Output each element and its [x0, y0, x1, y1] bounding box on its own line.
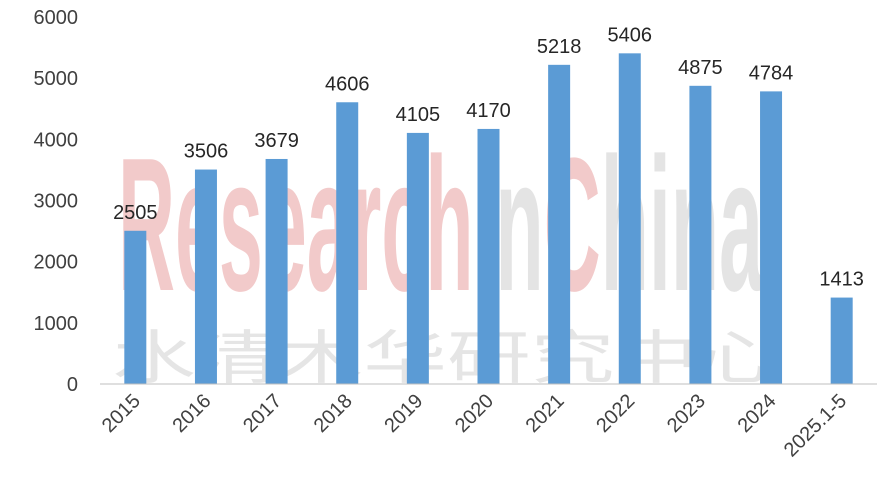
data-label: 3506 [184, 141, 229, 163]
data-label: 4875 [678, 57, 723, 79]
x-tick-label: 2020 [451, 390, 498, 437]
data-label: 5406 [608, 24, 653, 46]
data-labels: 2505 3506 3679 4606 4105 4170 5218 5406 4875 4784… [113, 24, 864, 290]
bar [406, 132, 429, 384]
data-label: 4606 [325, 73, 370, 95]
x-tick-label: 2018 [310, 390, 357, 437]
x-axis: 2015 2016 2017 2018 2019 2020 2021 2022 2023 2024… [98, 390, 851, 461]
y-tick-label: 2000 [34, 252, 79, 274]
bar [336, 102, 359, 385]
data-label: 4105 [396, 104, 441, 126]
bar [265, 158, 288, 384]
x-tick-label: 2021 [522, 390, 569, 437]
bar [477, 128, 500, 384]
y-axis: 0 1000 2000 3000 4000 5000 6000 [34, 7, 79, 396]
bar [760, 91, 783, 385]
data-label: 3679 [254, 130, 299, 152]
y-tick-label: 5000 [34, 68, 79, 90]
y-tick-label: 4000 [34, 129, 79, 151]
bars [124, 53, 853, 385]
bar [689, 85, 712, 384]
bar [548, 64, 571, 384]
x-tick-label: 2019 [380, 390, 427, 437]
y-tick-label: 0 [67, 374, 78, 396]
x-tick-label: 2024 [734, 390, 781, 437]
x-tick-label: 2015 [98, 390, 145, 437]
x-tick-label: 2025.1-5 [780, 390, 851, 461]
x-tick-label: 2017 [239, 390, 286, 437]
y-tick-label: 3000 [34, 191, 79, 213]
data-label: 1413 [819, 269, 864, 291]
data-label: 4784 [749, 62, 794, 84]
watermark-chinese: 水清木华研究中心 [112, 324, 782, 392]
data-label: 4170 [466, 100, 511, 122]
x-tick-label: 2022 [592, 390, 639, 437]
x-tick-label: 2023 [663, 390, 710, 437]
bar [124, 230, 147, 384]
bar [830, 297, 853, 384]
bar [194, 169, 217, 384]
y-tick-label: 6000 [34, 7, 79, 29]
y-tick-label: 1000 [34, 313, 79, 335]
bar [618, 53, 641, 384]
data-label: 2505 [113, 202, 158, 224]
data-label: 5218 [537, 36, 582, 58]
x-tick-label: 2016 [168, 390, 215, 437]
